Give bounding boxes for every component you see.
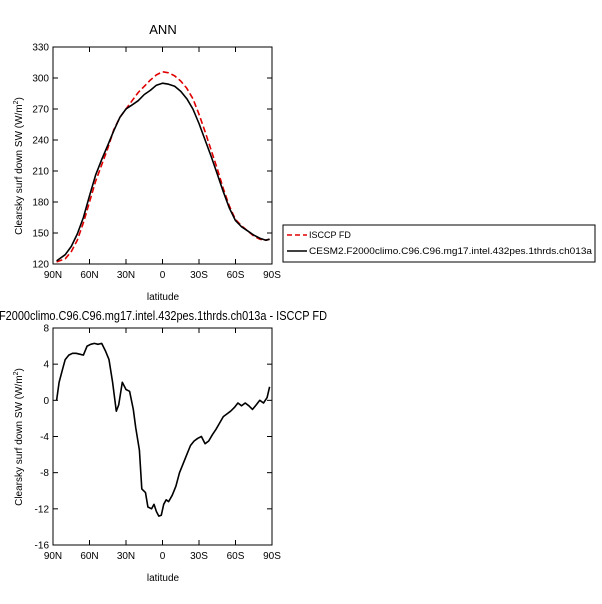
bottom-chart-lines [55,342,271,517]
bottom-chart: F2000climo.C96.C96.mg17.intel.432pes.1th… [0,308,327,584]
top-chart-lines [56,71,270,263]
bottom-chart-x-axis-label: latitude [147,573,180,584]
top-chart-x-tick-label: 0 [160,270,166,281]
bottom-chart-y-tick-label: -12 [35,504,50,515]
legend-box [282,224,596,263]
top-chart-x-tick-label: 60S [227,270,245,281]
bottom-chart-x-tick-label: 60N [80,551,98,562]
top-chart-y-tick-label: 240 [32,136,49,147]
top-chart-plot-frame [52,46,273,265]
top-chart-x-tick-label: 60N [80,270,98,281]
top-chart-y-tick-label: 150 [32,229,49,240]
top-chart-y-tick-label: 300 [32,74,49,85]
bottom-chart-y-tick-label: -4 [40,432,49,443]
top-chart-y-tick-label: 330 [32,43,49,54]
top-chart-y-axis-label: Clearsky surf down SW (W/m2) [13,97,25,235]
top-chart-y-tick-label: 210 [32,167,49,178]
top-chart-x-tick-label: 90N [44,270,62,281]
bottom-chart-x-tick-label: 0 [160,551,166,562]
top-chart-series-line-1 [56,82,270,262]
bottom-chart-ticks: 90N 60N 30N 0 30S 60S 90S -16 -12 -8 -4 0 4 8 [35,324,282,563]
bottom-chart-y-tick-label: 8 [43,324,49,335]
top-chart-x-tick-label: 30N [117,270,135,281]
bottom-chart-x-tick-label: 60S [227,551,245,562]
top-chart-ticks: 90N 60N 30N 0 30S 60S 90S 120 150 180 210 240 270 300… [32,43,281,282]
bottom-chart-x-tick-label: 30N [117,551,135,562]
bottom-chart-x-tick-label: 90S [263,551,281,562]
bottom-chart-title: F2000climo.C96.C96.mg17.intel.432pes.1th… [0,308,327,323]
bottom-chart-y-axis-label: Clearsky surf down SW (W/m2) [13,368,25,506]
legend: ISCCP FD CESM2.F2000climo.C96.C96.mg17.i… [282,224,596,263]
legend-label-cesm2: CESM2.F2000climo.C96.C96.mg17.intel.432p… [309,246,592,256]
top-chart-y-tick-label: 120 [32,260,49,271]
bottom-chart-y-tick-label: -16 [35,541,50,552]
top-chart-x-axis-label: latitude [147,292,180,303]
top-chart-x-tick-label: 90S [263,270,281,281]
top-chart-series-line-0 [56,71,270,263]
bottom-chart-x-tick-label: 90N [44,551,62,562]
top-chart-y-tick-label: 270 [32,105,49,116]
top-chart-y-tick-label: 180 [32,198,49,209]
bottom-chart-y-tick-label: 4 [43,360,49,371]
legend-label-isccp: ISCCP FD [309,230,351,240]
bottom-chart-y-tick-label: -8 [40,468,49,479]
top-chart-x-tick-label: 30S [190,270,208,281]
bottom-chart-series-line-0 [55,342,271,517]
bottom-chart-x-tick-label: 30S [190,551,208,562]
bottom-chart-y-tick-label: 0 [43,396,49,407]
top-chart: ANN 90N 60N 30N 0 30S 60S 90S 120 150 180 210 240 27… [13,22,281,303]
top-chart-title: ANN [149,22,176,37]
